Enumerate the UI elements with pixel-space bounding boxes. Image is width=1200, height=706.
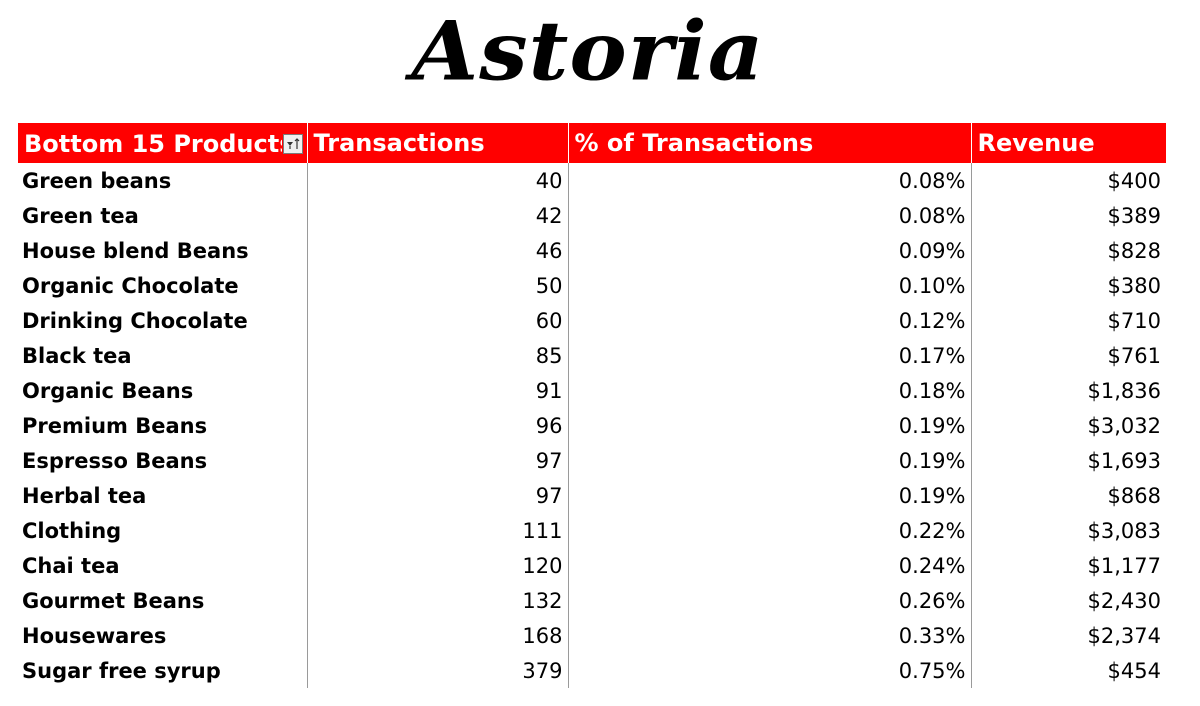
revenue-cell[interactable]: $389 xyxy=(1107,203,1161,228)
product-cell[interactable]: Organic Beans xyxy=(18,373,308,408)
header-products-label: Bottom 15 Products xyxy=(24,129,282,158)
transactions-cell[interactable]: 111 xyxy=(307,513,569,548)
revenue-cell[interactable]: $761 xyxy=(1107,343,1161,368)
pct-transactions-cell[interactable]: 0.08% xyxy=(568,198,972,233)
product-cell[interactable]: House blend Beans xyxy=(18,233,308,268)
table-row[interactable]: Green beans 40 0.08% $400 xyxy=(18,163,1166,198)
sort-filter-glyph xyxy=(286,138,299,149)
table-row[interactable]: House blend Beans 46 0.09% $828 xyxy=(18,233,1166,268)
pivot-table: Bottom 15 Products Transactions % of Tra… xyxy=(18,123,1166,688)
transactions-cell[interactable]: 42 xyxy=(307,198,569,233)
transactions-cell[interactable]: 120 xyxy=(307,548,569,583)
revenue-cell[interactable]: $454 xyxy=(1107,658,1161,683)
revenue-cell[interactable]: $400 xyxy=(1107,168,1161,193)
table-row[interactable]: Premium Beans 96 0.19% $3,032 xyxy=(18,408,1166,443)
table-row[interactable]: Sugar free syrup 379 0.75% $454 xyxy=(18,653,1166,688)
pct-transactions-cell[interactable]: 0.33% xyxy=(568,618,972,653)
revenue-cell[interactable]: $868 xyxy=(1107,483,1161,508)
pct-transactions-cell[interactable]: 0.08% xyxy=(568,163,972,198)
revenue-cell[interactable]: $3,032 xyxy=(1087,413,1161,438)
product-cell[interactable]: Herbal tea xyxy=(18,478,308,513)
pct-transactions-cell[interactable]: 0.75% xyxy=(568,653,972,688)
pct-transactions-cell[interactable]: 0.19% xyxy=(568,443,972,478)
table-row[interactable]: Organic Beans 91 0.18% $1,836 xyxy=(18,373,1166,408)
transactions-cell[interactable]: 97 xyxy=(307,443,569,478)
revenue-cell[interactable]: $1,693 xyxy=(1087,448,1161,473)
product-cell[interactable]: Gourmet Beans xyxy=(18,583,308,618)
transactions-cell[interactable]: 132 xyxy=(307,583,569,618)
header-products[interactable]: Bottom 15 Products xyxy=(18,123,308,163)
pct-transactions-cell[interactable]: 0.24% xyxy=(568,548,972,583)
transactions-cell[interactable]: 60 xyxy=(307,303,569,338)
sort-filter-icon[interactable] xyxy=(282,134,303,154)
product-cell[interactable]: Green tea xyxy=(18,198,308,233)
transactions-cell[interactable]: 85 xyxy=(307,338,569,373)
table-row[interactable]: Green tea 42 0.08% $389 xyxy=(18,198,1166,233)
product-cell[interactable]: Black tea xyxy=(18,338,308,373)
revenue-cell[interactable]: $2,374 xyxy=(1087,623,1161,648)
table-body: Green beans 40 0.08% $400 Green tea 42 0.08% $3… xyxy=(18,163,1166,688)
products-table: Bottom 15 Products Transactions % of Tra… xyxy=(18,123,1166,688)
transactions-cell[interactable]: 96 xyxy=(307,408,569,443)
product-cell[interactable]: Sugar free syrup xyxy=(18,653,308,688)
transactions-cell[interactable]: 97 xyxy=(307,478,569,513)
revenue-cell[interactable]: $1,836 xyxy=(1087,378,1161,403)
pct-transactions-cell[interactable]: 0.17% xyxy=(568,338,972,373)
table-row[interactable]: Organic Chocolate 50 0.10% $380 xyxy=(18,268,1166,303)
product-cell[interactable]: Drinking Chocolate xyxy=(18,303,308,338)
table-row[interactable]: Drinking Chocolate 60 0.12% $710 xyxy=(18,303,1166,338)
pct-transactions-cell[interactable]: 0.18% xyxy=(568,373,972,408)
pct-transactions-cell[interactable]: 0.22% xyxy=(568,513,972,548)
header-revenue[interactable]: Revenue xyxy=(971,123,1166,163)
product-cell[interactable]: Green beans xyxy=(18,163,308,198)
pct-transactions-cell[interactable]: 0.10% xyxy=(568,268,972,303)
revenue-cell[interactable]: $380 xyxy=(1107,273,1161,298)
header-row: Bottom 15 Products Transactions % of Tra… xyxy=(18,123,1166,163)
product-cell[interactable]: Premium Beans xyxy=(18,408,308,443)
revenue-cell[interactable]: $710 xyxy=(1107,308,1161,333)
revenue-cell[interactable]: $1,177 xyxy=(1087,553,1161,578)
pct-transactions-cell[interactable]: 0.09% xyxy=(568,233,972,268)
table-row[interactable]: Espresso Beans 97 0.19% $1,693 xyxy=(18,443,1166,478)
pct-transactions-cell[interactable]: 0.19% xyxy=(568,478,972,513)
product-cell[interactable]: Clothing xyxy=(18,513,308,548)
transactions-cell[interactable]: 91 xyxy=(307,373,569,408)
transactions-cell[interactable]: 50 xyxy=(307,268,569,303)
table-row[interactable]: Clothing 111 0.22% $3,083 xyxy=(18,513,1166,548)
revenue-cell[interactable]: $3,083 xyxy=(1087,518,1161,543)
table-row[interactable]: Herbal tea 97 0.19% $868 xyxy=(18,478,1166,513)
product-cell[interactable]: Chai tea xyxy=(18,548,308,583)
transactions-cell[interactable]: 379 xyxy=(307,653,569,688)
header-transactions[interactable]: Transactions xyxy=(307,123,569,163)
table-row[interactable]: Chai tea 120 0.24% $1,177 xyxy=(18,548,1166,583)
table-row[interactable]: Gourmet Beans 132 0.26% $2,430 xyxy=(18,583,1166,618)
product-cell[interactable]: Housewares xyxy=(18,618,308,653)
pct-transactions-cell[interactable]: 0.12% xyxy=(568,303,972,338)
table-row[interactable]: Black tea 85 0.17% $761 xyxy=(18,338,1166,373)
revenue-cell[interactable]: $2,430 xyxy=(1087,588,1161,613)
table-row[interactable]: Housewares 168 0.33% $2,374 xyxy=(18,618,1166,653)
transactions-cell[interactable]: 46 xyxy=(307,233,569,268)
page-title: Astoria xyxy=(411,3,765,100)
header-pct-transactions[interactable]: % of Transactions xyxy=(568,123,972,163)
product-cell[interactable]: Organic Chocolate xyxy=(18,268,308,303)
pct-transactions-cell[interactable]: 0.26% xyxy=(568,583,972,618)
transactions-cell[interactable]: 40 xyxy=(307,163,569,198)
transactions-cell[interactable]: 168 xyxy=(307,618,569,653)
product-cell[interactable]: Espresso Beans xyxy=(18,443,308,478)
pct-transactions-cell[interactable]: 0.19% xyxy=(568,408,972,443)
revenue-cell[interactable]: $828 xyxy=(1107,238,1161,263)
